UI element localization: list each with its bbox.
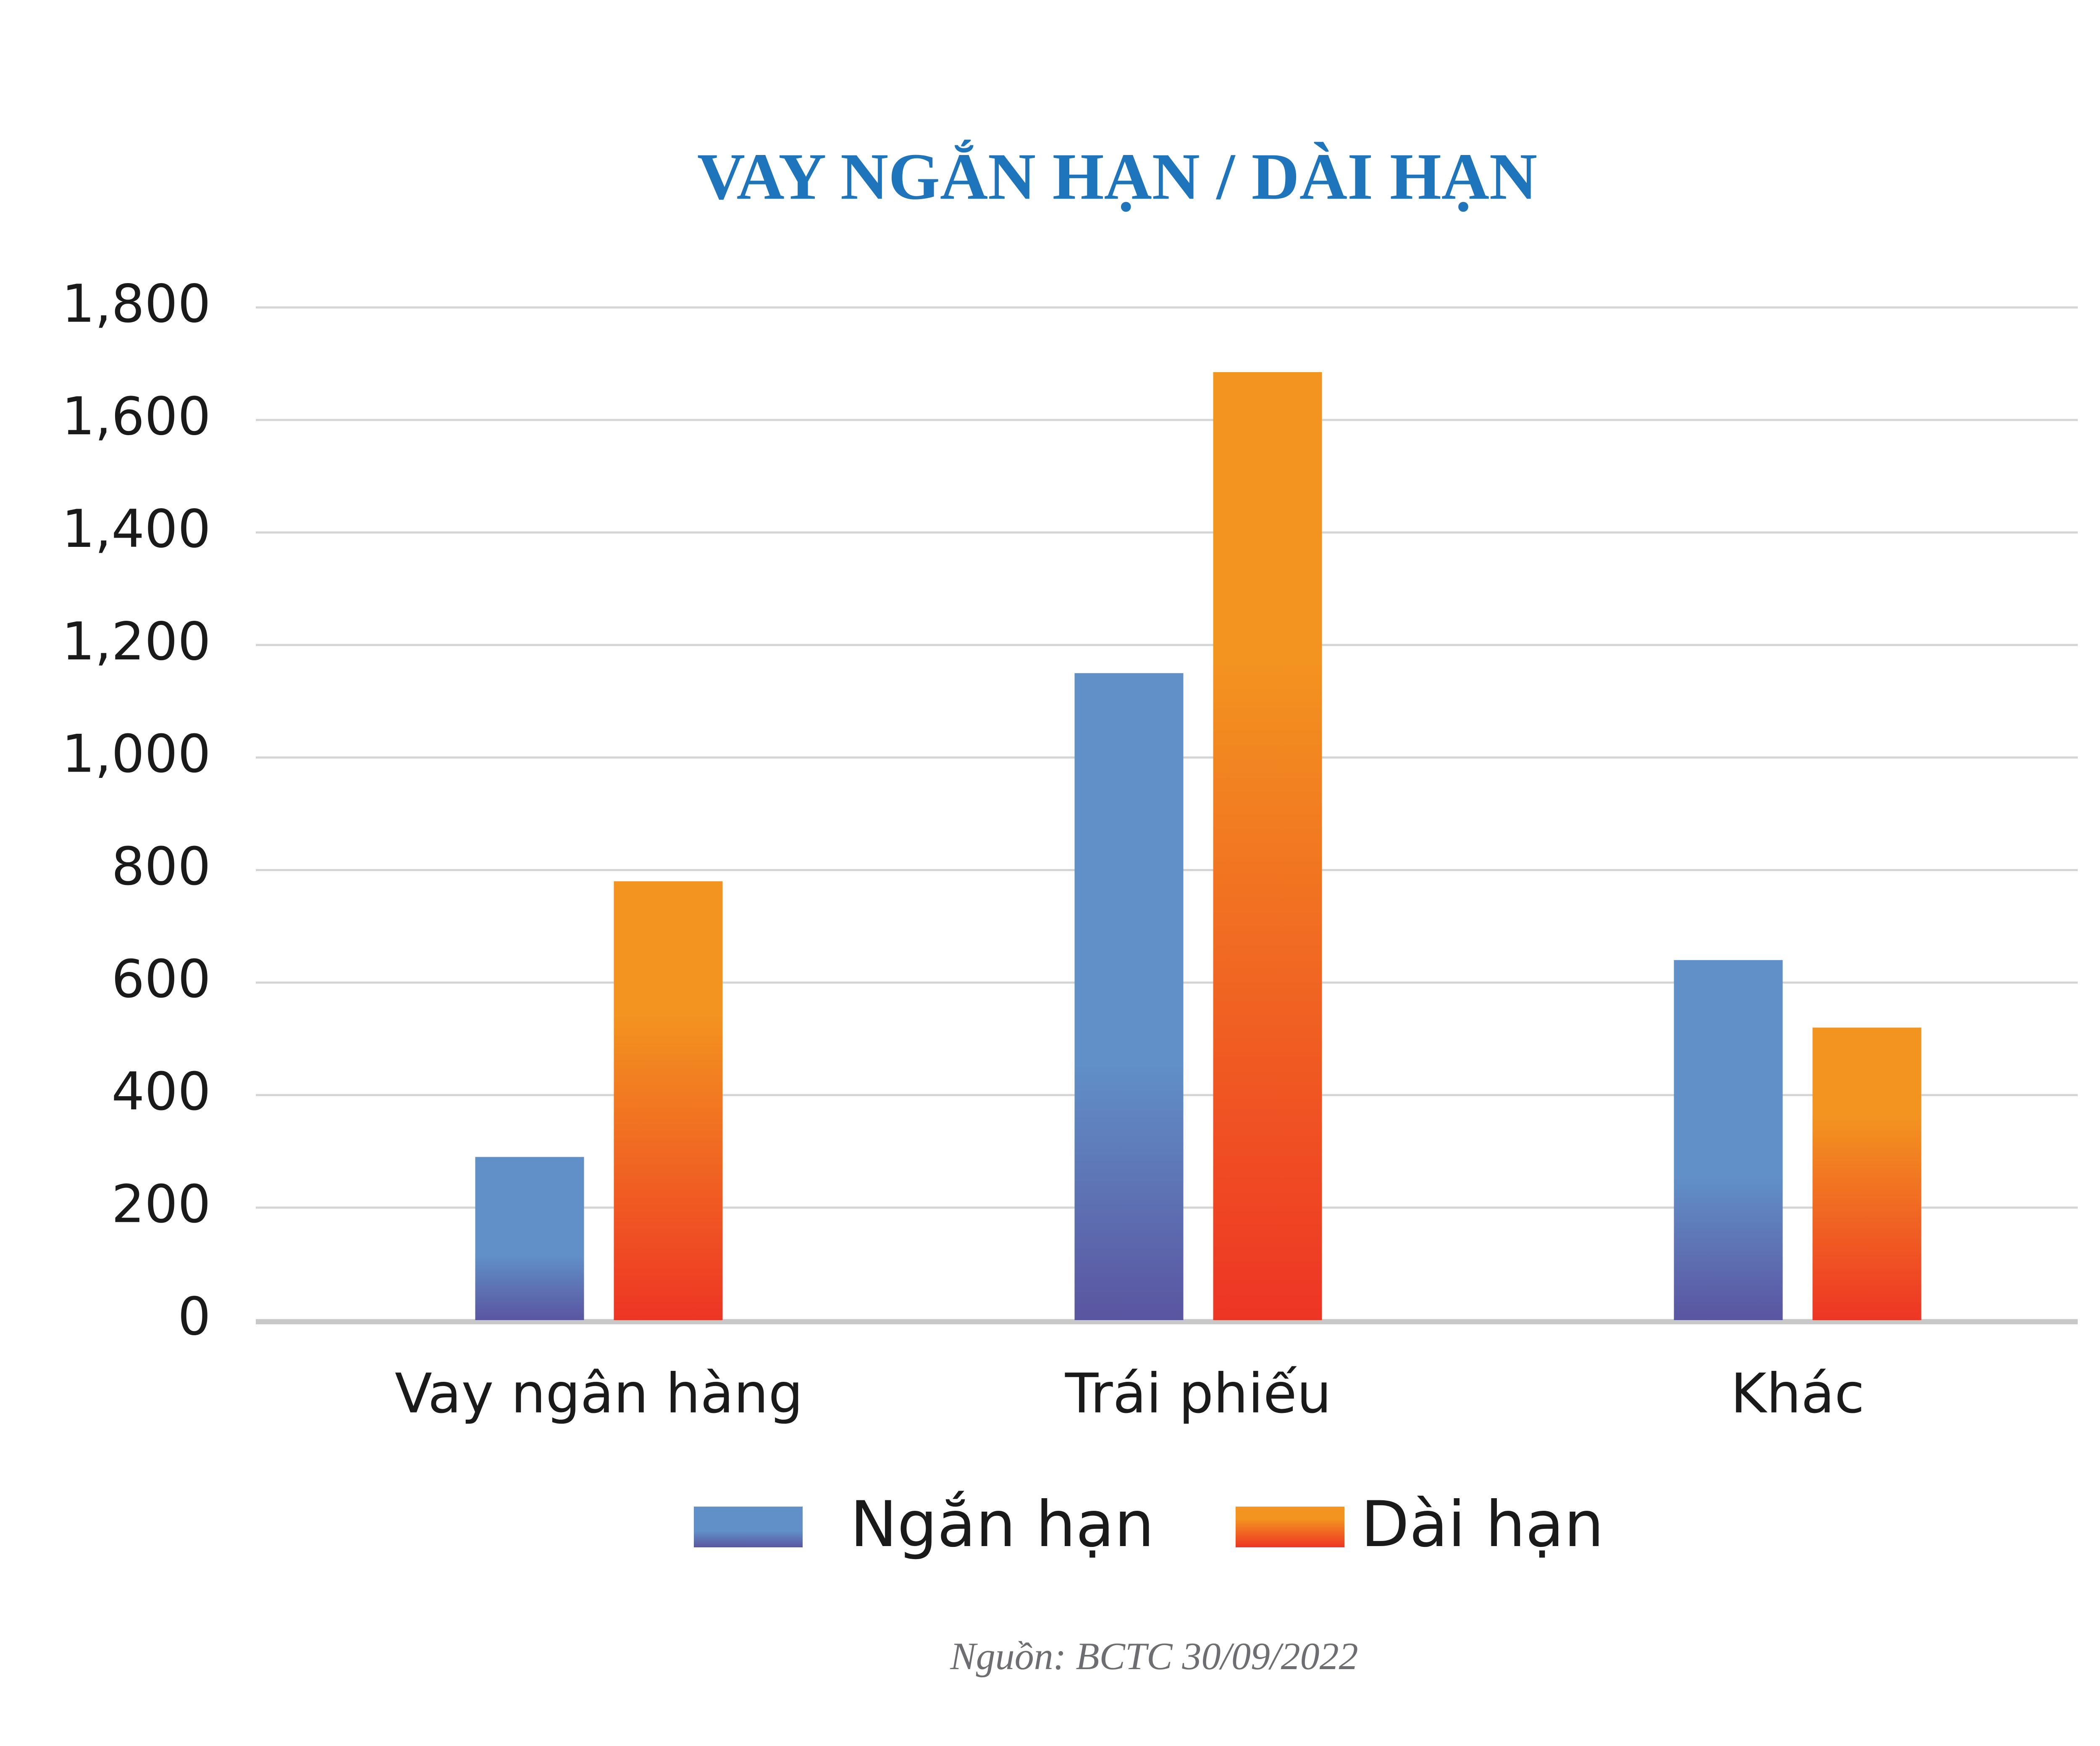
x-tick-label: Trái phiếu xyxy=(1065,1362,1331,1426)
y-tick-label: 1,200 xyxy=(62,612,211,672)
legend-label: Dài hạn xyxy=(1361,1488,1604,1561)
y-tick-label: 200 xyxy=(111,1174,211,1234)
y-tick-label: 400 xyxy=(111,1061,211,1122)
bar xyxy=(475,1157,584,1320)
y-tick-label: 1,800 xyxy=(62,274,211,334)
x-tick-label: Khác xyxy=(1731,1362,1865,1426)
y-tick-label: 1,400 xyxy=(62,499,211,559)
bar xyxy=(614,881,723,1320)
x-tick-label: Vay ngân hàng xyxy=(395,1362,803,1426)
bar xyxy=(1812,1027,1922,1320)
bar xyxy=(1213,372,1322,1320)
bar xyxy=(1674,960,1783,1320)
source-note: Nguồn: BCTC 30/09/2022 xyxy=(950,1635,1358,1678)
bar xyxy=(1074,673,1184,1320)
y-tick-label: 600 xyxy=(111,949,211,1010)
legend-swatch xyxy=(694,1507,803,1547)
y-tick-label: 1,600 xyxy=(62,386,211,447)
y-tick-label: 0 xyxy=(178,1287,211,1347)
y-tick-label: 800 xyxy=(111,837,211,897)
chart-title: VAY NGẮN HẠN / DÀI HẠN xyxy=(697,139,1537,213)
y-tick-label: 1,000 xyxy=(62,724,211,785)
legend-label: Ngắn hạn xyxy=(850,1488,1154,1561)
legend-swatch xyxy=(1236,1507,1344,1547)
